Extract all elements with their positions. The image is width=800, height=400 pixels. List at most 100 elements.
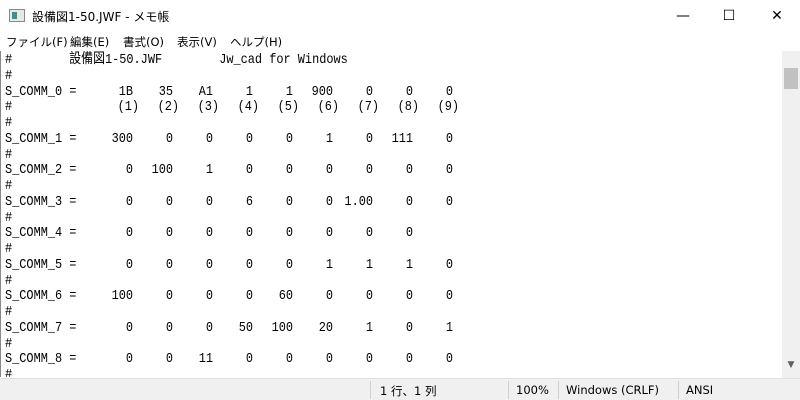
status-bar: 1 行、1 列 100% Windows (CRLF) ANSI — [0, 378, 800, 400]
row-value: 300 — [111, 130, 133, 147]
column-index-label: (9) — [437, 99, 459, 116]
row-value: 0 — [445, 130, 453, 147]
row-value: 0 — [405, 319, 413, 336]
menu-bar: ファイル(F) 編集(E) 書式(O) 表示(V) ヘルプ(H) — [0, 32, 800, 51]
row-label: S_COMM_8 = — [5, 351, 77, 368]
row-value: 6 — [245, 193, 253, 210]
row-value: 0 — [125, 351, 133, 368]
comment-line: # — [5, 178, 13, 194]
row-value: 0 — [125, 256, 133, 273]
row-value: 0 — [405, 193, 413, 210]
row-value: 0 — [445, 83, 453, 100]
row-label: S_COMM_3 = — [5, 193, 77, 210]
row-value: 0 — [205, 288, 213, 305]
row-value: 0 — [405, 288, 413, 305]
text-editor[interactable]: # 設備図1-50.JWF Jw_cad for Windows # S_COMM_… — [0, 51, 782, 377]
row-value: 0 — [365, 288, 373, 305]
row-value: 100 — [111, 288, 133, 305]
row-value: 0 — [165, 288, 173, 305]
maximize-button[interactable]: ☐ — [722, 8, 736, 24]
row-value: 1 — [405, 256, 413, 273]
row-value: 0 — [245, 288, 253, 305]
row-value: 0 — [125, 225, 133, 242]
row-label: S_COMM_1 = — [5, 130, 77, 147]
row-label: S_COMM_7 = — [5, 319, 77, 336]
menu-view[interactable]: 表示(V) — [177, 35, 217, 49]
close-button[interactable]: ✕ — [771, 8, 783, 24]
scroll-down-icon[interactable]: ▼ — [787, 360, 795, 370]
row-value: 0 — [245, 130, 253, 147]
menu-edit[interactable]: 編集(E) — [70, 35, 110, 49]
row-label: S_COMM_4 = — [5, 225, 77, 242]
column-index-label: (2) — [157, 99, 179, 116]
row-value: 0 — [285, 130, 293, 147]
column-index-label: (5) — [277, 99, 299, 116]
divider — [508, 381, 509, 399]
row-value: 0 — [445, 351, 453, 368]
column-index-label: (7) — [357, 99, 379, 116]
minimize-button[interactable]: — — [676, 8, 690, 24]
zoom-level: 100% — [516, 383, 549, 397]
comment-line: # — [5, 146, 13, 163]
row-value: 1 — [445, 319, 453, 336]
row-value: 0 — [445, 256, 453, 273]
row-value: 0 — [285, 256, 293, 273]
row-value: 0 — [285, 162, 293, 179]
line-ending: Windows (CRLF) — [566, 383, 660, 397]
row-value: 0 — [205, 225, 213, 242]
row-value: 0 — [205, 256, 213, 273]
row-value: 0 — [405, 83, 413, 100]
row-value: 20 — [318, 319, 333, 336]
comment-line: # — [5, 99, 13, 116]
header-line: # 設備図1-50.JWF Jw_cad for Windows — [5, 52, 348, 68]
row-value: 0 — [205, 193, 213, 210]
row-value: 0 — [325, 162, 333, 179]
column-index-label: (6) — [317, 99, 339, 116]
divider — [558, 381, 559, 399]
row-value: 0 — [325, 193, 333, 210]
row-label: S_COMM_2 = — [5, 162, 77, 179]
row-value: 0 — [245, 225, 253, 242]
notepad-icon — [9, 9, 25, 22]
comment-line: # — [5, 67, 13, 84]
row-value: 0 — [445, 162, 453, 179]
comment-line: # — [5, 241, 13, 257]
row-value: 1 — [325, 130, 333, 147]
row-value: 0 — [165, 193, 173, 210]
row-value: 1 — [325, 256, 333, 273]
comment-line: # — [5, 367, 13, 377]
row-value: 0 — [165, 225, 173, 242]
row-value: 0 — [285, 225, 293, 242]
row-value: 100 — [271, 319, 293, 336]
column-index-label: (1) — [117, 99, 139, 116]
comment-line: # — [5, 115, 13, 131]
row-label: S_COMM_5 = — [5, 256, 77, 273]
menu-help[interactable]: ヘルプ(H) — [230, 35, 283, 49]
row-value: 0 — [405, 351, 413, 368]
cursor-position: 1 行、1 列 — [380, 384, 437, 398]
row-value: 1B — [118, 83, 133, 100]
row-value: 1 — [365, 319, 373, 336]
row-value: 1 — [245, 83, 253, 100]
row-value: 35 — [158, 83, 173, 100]
row-value: 1 — [365, 256, 373, 273]
row-value: 0 — [245, 256, 253, 273]
row-value: 0 — [365, 130, 373, 147]
row-value: 0 — [405, 162, 413, 179]
row-value: 0 — [245, 162, 253, 179]
scroll-thumb[interactable] — [784, 68, 798, 89]
divider — [370, 381, 371, 399]
row-value: 0 — [165, 319, 173, 336]
row-value: 111 — [391, 130, 413, 147]
title-bar: 設備図1-50.JWF - メモ帳 — ☐ ✕ — [0, 0, 800, 32]
menu-format[interactable]: 書式(O) — [123, 35, 165, 49]
comment-line: # — [5, 272, 13, 289]
row-value: 0 — [285, 351, 293, 368]
menu-file[interactable]: ファイル(F) — [6, 35, 68, 49]
row-value: 0 — [365, 225, 373, 242]
vertical-scrollbar[interactable]: ▲ ▼ — [782, 51, 800, 378]
encoding: ANSI — [686, 383, 714, 397]
comment-line: # — [5, 209, 13, 226]
row-value: 0 — [445, 288, 453, 305]
row-value: 0 — [245, 351, 253, 368]
